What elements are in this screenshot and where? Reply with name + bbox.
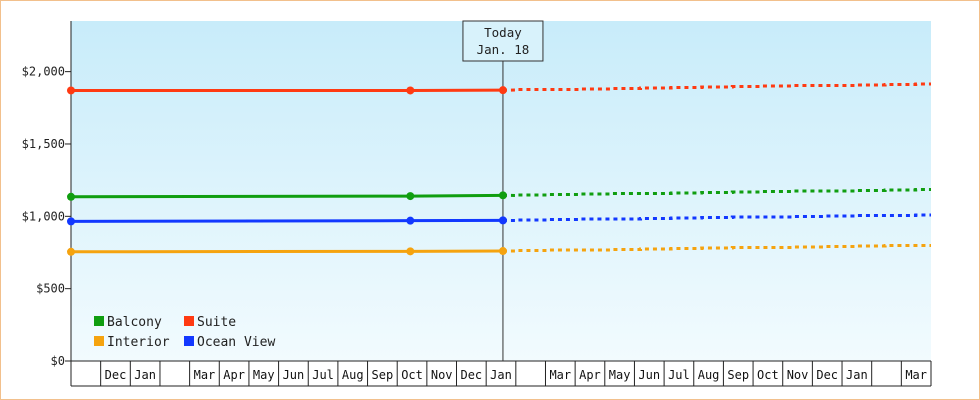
x-tick-label: Jul bbox=[668, 368, 690, 382]
x-tick-label: Nov bbox=[431, 368, 453, 382]
legend-swatch-interior bbox=[94, 336, 104, 346]
x-tick-label: May bbox=[609, 368, 631, 382]
data-point-suite bbox=[498, 86, 507, 95]
today-marker-date: Jan. 18 bbox=[477, 42, 530, 57]
y-tick-label: $1,000 bbox=[22, 209, 65, 223]
x-tick-label: Dec bbox=[460, 368, 482, 382]
today-marker-label: Today bbox=[484, 25, 522, 40]
legend-swatch-ocean-view bbox=[184, 336, 194, 346]
data-point-suite bbox=[406, 86, 415, 95]
series-forecast-suite bbox=[502, 82, 931, 92]
x-tick-label: Dec bbox=[816, 368, 838, 382]
series-line-balcony bbox=[70, 193, 503, 199]
plot-area bbox=[71, 21, 931, 361]
series-forecast-ocean-view bbox=[502, 213, 931, 223]
x-tick-label: Apr bbox=[579, 368, 601, 382]
x-tick-label: Jan bbox=[490, 368, 512, 382]
series-line-ocean-view bbox=[70, 218, 503, 223]
x-tick-label: Nov bbox=[787, 368, 809, 382]
data-point-ocean-view bbox=[498, 216, 507, 225]
legend-swatch-suite bbox=[184, 316, 194, 326]
x-tick-label: Jan bbox=[846, 368, 868, 382]
legend-label-suite: Suite bbox=[197, 315, 236, 330]
x-tick-label: Mar bbox=[905, 368, 927, 382]
data-point-ocean-view bbox=[406, 216, 415, 225]
legend-swatch-balcony bbox=[94, 316, 104, 326]
x-tick-label: Jun bbox=[638, 368, 660, 382]
x-tick-label: Oct bbox=[401, 368, 423, 382]
y-tick-label: $500 bbox=[36, 282, 65, 296]
today-marker-box bbox=[462, 20, 544, 62]
x-tick-label: Sep bbox=[372, 368, 394, 382]
legend-label-ocean-view: Ocean View bbox=[197, 335, 275, 350]
x-tick-label: Aug bbox=[342, 368, 364, 382]
y-tick-label: $0 bbox=[51, 354, 65, 368]
data-point-balcony bbox=[67, 192, 75, 201]
y-tick-label: $2,000 bbox=[22, 65, 65, 79]
legend-label-interior: Interior bbox=[107, 335, 170, 350]
x-tick-label: Sep bbox=[727, 368, 749, 382]
x-tick-label: Jun bbox=[283, 368, 305, 382]
data-point-interior bbox=[67, 247, 75, 256]
legend-label-balcony: Balcony bbox=[107, 315, 162, 330]
x-tick-label: Aug bbox=[698, 368, 720, 382]
data-point-balcony bbox=[498, 191, 507, 200]
x-tick-label: Oct bbox=[757, 368, 779, 382]
x-tick-label: Mar bbox=[194, 368, 216, 382]
y-tick-label: $1,500 bbox=[22, 137, 65, 151]
x-tick-label: Jul bbox=[312, 368, 334, 382]
data-point-ocean-view bbox=[67, 217, 75, 226]
data-point-interior bbox=[498, 247, 507, 256]
x-tick-label: Apr bbox=[223, 368, 245, 382]
series-line-interior bbox=[70, 249, 503, 254]
data-point-balcony bbox=[406, 192, 415, 201]
x-tick-label: Dec bbox=[105, 368, 127, 382]
x-tick-label: May bbox=[253, 368, 275, 382]
data-point-interior bbox=[406, 247, 415, 256]
data-point-suite bbox=[67, 86, 75, 95]
x-tick-label: Mar bbox=[549, 368, 571, 382]
x-tick-label: Jan bbox=[134, 368, 156, 382]
series-forecast-balcony bbox=[502, 188, 931, 198]
series-forecast-interior bbox=[502, 244, 931, 253]
